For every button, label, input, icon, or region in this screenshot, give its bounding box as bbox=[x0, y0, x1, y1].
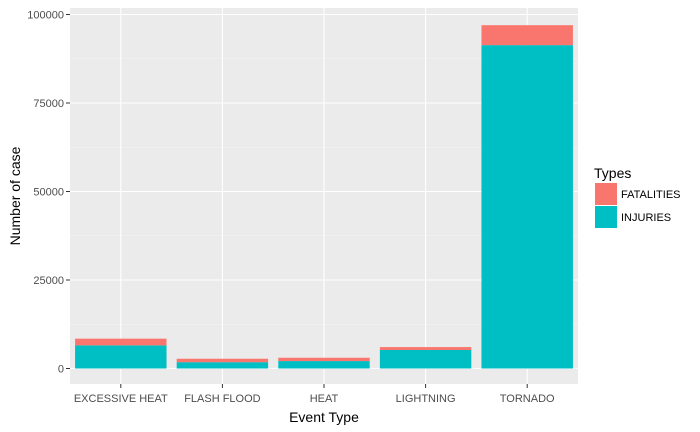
x-tick-label: TORNADO bbox=[500, 393, 555, 405]
x-axis: EXCESSIVE HEAT FLASH FLOOD HEAT LIGHTNING TO… bbox=[74, 384, 555, 405]
bar-injuries-flash-flood bbox=[176, 362, 269, 369]
y-tick-label: 50000 bbox=[33, 187, 64, 199]
y-tick-label: 100000 bbox=[27, 10, 64, 22]
bar-injuries-tornado bbox=[481, 45, 573, 369]
bar-fatalities-excessive-heat bbox=[75, 338, 167, 346]
legend-label-fatalities: FATALITIES bbox=[621, 189, 681, 201]
bar-injuries-excessive-heat bbox=[75, 345, 167, 369]
bar-injuries-lightning bbox=[379, 349, 472, 369]
legend-title: Types bbox=[594, 165, 631, 181]
y-tick-label: 25000 bbox=[33, 275, 64, 287]
bar-injuries-heat bbox=[278, 361, 370, 369]
x-tick-label: EXCESSIVE HEAT bbox=[74, 393, 168, 405]
bar-fatalities-heat bbox=[278, 357, 370, 362]
legend-label-injuries: INJURIES bbox=[621, 212, 671, 224]
bar-fatalities-tornado bbox=[481, 25, 573, 46]
x-axis-title: Event Type bbox=[289, 409, 359, 425]
legend-key-fatalities bbox=[595, 183, 617, 205]
legend: Types FATALITIES INJURIES bbox=[594, 165, 681, 228]
bars bbox=[75, 25, 573, 369]
y-axis-title: Number of case bbox=[7, 146, 23, 245]
y-tick-label: 75000 bbox=[33, 98, 64, 110]
x-tick-label: LIGHTNING bbox=[396, 393, 456, 405]
y-tick-label: 0 bbox=[58, 364, 64, 376]
legend-key-injuries bbox=[595, 206, 617, 228]
y-axis: 0 25000 50000 75000 100000 bbox=[27, 10, 70, 376]
x-tick-label: HEAT bbox=[310, 393, 339, 405]
bar-fatalities-lightning bbox=[379, 347, 472, 350]
bar-fatalities-flash-flood bbox=[176, 358, 269, 363]
x-tick-label: FLASH FLOOD bbox=[184, 393, 260, 405]
